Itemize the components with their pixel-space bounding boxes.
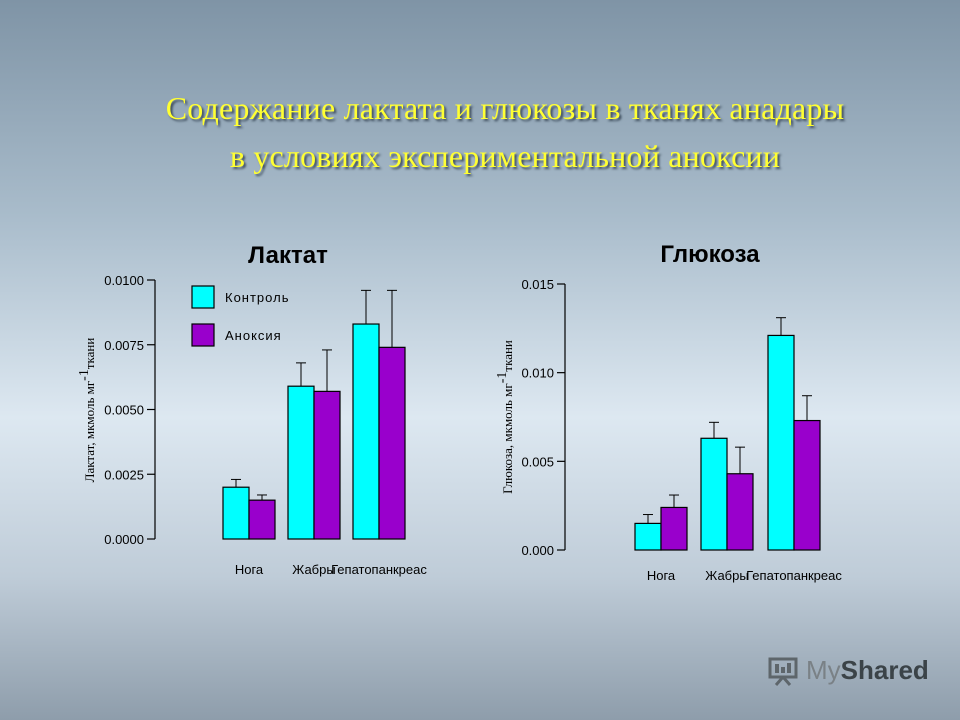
chart2-bar-anoxia	[726, 473, 754, 551]
slide-title-line-2: в условиях экспериментальной аноксии	[229, 138, 781, 174]
chart2-y-tick-label: 0.010	[521, 366, 554, 381]
chart2-bar-anoxia	[660, 506, 688, 551]
chart1-bar-control	[352, 323, 380, 540]
chart1-bar-anoxia	[378, 346, 406, 540]
chart2-category-label: Гепатопанкреас	[746, 568, 842, 583]
chart2-bar-anoxia	[793, 419, 821, 551]
presentation-board-icon	[768, 657, 798, 686]
chart2-y-tick-label: 0.005	[521, 454, 554, 469]
chart2-category-label: Нога	[647, 568, 676, 583]
chart2-bar-control	[767, 334, 795, 551]
chart2-y-tick-label: 0.015	[521, 277, 554, 292]
chart2-category-label: Жабры	[705, 568, 748, 583]
chart1-y-tick-label: 0.0075	[104, 338, 144, 353]
chart1-legend-label: Аноксия	[225, 328, 282, 343]
chart1-bar-anoxia	[313, 390, 341, 540]
chart1-bar-control	[222, 486, 250, 540]
chart2-bar-control	[634, 522, 662, 551]
chart1-bar-control	[287, 385, 315, 540]
chart1-y-tick-label: 0.0050	[104, 403, 144, 418]
slide-title: Содержание лактата и глюкозы в тканях ан…	[0, 84, 960, 180]
chart1-legend-label: Контроль	[225, 290, 289, 305]
watermark-my: My	[806, 655, 841, 685]
chart1-legend-swatch-control	[191, 285, 215, 309]
chart1-category-label: Гепатопанкреас	[331, 562, 427, 577]
chart2-y-axis-label: Глюкоза, мкмоль мг-1ткани	[495, 340, 515, 494]
chart2-y-tick-label: 0.000	[521, 543, 554, 558]
chart1-bar-anoxia	[248, 499, 276, 540]
chart1-legend-swatch-anoxia	[191, 323, 215, 347]
chart1-y-axis-label: Лактат, мкмоль мг-1ткани	[77, 338, 97, 483]
chart1-y-tick-label: 0.0000	[104, 532, 144, 547]
slide-title-line-1: Содержание лактата и глюкозы в тканях ан…	[165, 90, 845, 126]
chart2-bar-control	[700, 437, 728, 551]
chart1-y-tick-label: 0.0025	[104, 467, 144, 482]
chart1-category-label: Нога	[235, 562, 264, 577]
chart2-title: Глюкоза	[660, 241, 760, 268]
watermark-logo: MyShared	[766, 655, 929, 686]
chart1-category-label: Жабры	[292, 562, 335, 577]
chart1-y-tick-label: 0.0100	[104, 273, 144, 288]
chart1-title: Лактат	[248, 242, 328, 269]
watermark-shared: Shared	[840, 655, 929, 685]
